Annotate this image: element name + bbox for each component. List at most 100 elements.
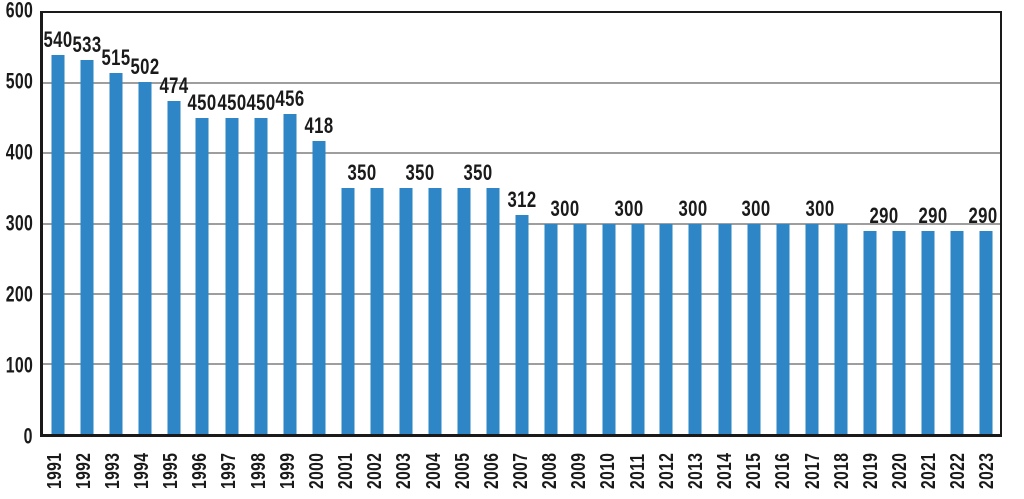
value-label: 290	[968, 202, 998, 228]
x-tick-1999: 1999	[276, 452, 299, 489]
bar-2022	[950, 230, 963, 434]
y-tick-300: 300	[5, 210, 33, 236]
value-label: 300	[550, 195, 580, 221]
x-tick-2023: 2023	[976, 452, 999, 489]
bar-2004	[428, 188, 441, 434]
x-tick-2002: 2002	[364, 452, 387, 489]
bar-2011	[631, 223, 644, 434]
value-label: 312	[506, 187, 537, 213]
bar-2016	[776, 223, 789, 434]
value-label: 474	[158, 73, 189, 99]
bar-2021	[921, 230, 934, 434]
x-tick-1996: 1996	[189, 452, 212, 489]
x-tick-1992: 1992	[72, 452, 95, 489]
x-tick-1993: 1993	[101, 452, 124, 489]
gridline-400	[43, 152, 1000, 155]
x-tick-2003: 2003	[393, 452, 416, 489]
x-tick-2022: 2022	[947, 452, 970, 489]
value-label: 533	[71, 32, 102, 58]
x-tick-2001: 2001	[335, 452, 358, 489]
bar-2006	[486, 188, 499, 434]
x-tick-2018: 2018	[830, 452, 853, 489]
x-tick-2004: 2004	[422, 452, 445, 489]
x-tick-2008: 2008	[539, 452, 562, 489]
x-tick-2010: 2010	[597, 452, 620, 489]
bar-2014	[718, 223, 731, 434]
x-axis: 1991 1992 1993 1994 1995 1996 1997 1998 1999 2000…	[40, 437, 1002, 499]
y-tick-600: 600	[5, 0, 33, 23]
bar-2002	[370, 188, 383, 434]
value-label: 456	[274, 86, 305, 112]
bar-2001	[341, 188, 354, 434]
x-tick-1997: 1997	[218, 452, 241, 489]
x-tick-2021: 2021	[918, 452, 941, 489]
x-tick-2014: 2014	[714, 452, 737, 489]
x-tick-2015: 2015	[743, 452, 766, 489]
bar-2017	[805, 223, 818, 434]
bar-1999	[283, 114, 296, 434]
y-axis: 0 100 200 300 400 500 600	[0, 0, 40, 447]
bar-2015	[747, 223, 760, 434]
bar-2023	[979, 230, 992, 434]
x-tick-1991: 1991	[43, 452, 66, 489]
value-label: 515	[100, 44, 131, 70]
x-tick-2019: 2019	[859, 452, 882, 489]
value-label: 450	[187, 90, 218, 116]
x-tick-1995: 1995	[160, 452, 183, 489]
value-label: 418	[303, 112, 334, 138]
value-label: 300	[614, 195, 644, 221]
y-tick-400: 400	[5, 139, 33, 165]
bar-1992	[80, 60, 93, 434]
x-tick-2020: 2020	[888, 452, 911, 489]
bar-1991	[51, 55, 64, 434]
y-tick-200: 200	[5, 281, 33, 307]
x-tick-2009: 2009	[568, 452, 591, 489]
value-label: 350	[405, 160, 435, 186]
x-tick-2013: 2013	[684, 452, 707, 489]
bar-2003	[399, 188, 412, 434]
value-label: 540	[42, 27, 73, 53]
bar-2000	[312, 140, 325, 434]
x-tick-2011: 2011	[626, 453, 649, 489]
value-label: 300	[678, 195, 708, 221]
value-label: 450	[245, 90, 276, 116]
bar-1996	[195, 118, 209, 434]
bar-1994	[138, 81, 151, 434]
bar-2012	[659, 223, 673, 434]
x-tick-1994: 1994	[131, 452, 154, 489]
x-tick-1998: 1998	[247, 452, 270, 489]
x-tick-2017: 2017	[801, 452, 824, 489]
bar-2007	[515, 215, 528, 434]
y-tick-0: 0	[23, 423, 33, 449]
value-label: 300	[741, 195, 771, 221]
x-tick-2000: 2000	[305, 452, 328, 489]
value-label: 450	[216, 90, 247, 116]
x-tick-2007: 2007	[510, 452, 532, 489]
bar-2020	[892, 230, 905, 434]
gridline-500	[43, 82, 1000, 85]
y-tick-100: 100	[5, 352, 33, 378]
x-tick-2005: 2005	[451, 452, 474, 489]
bar-2013	[688, 223, 702, 434]
value-label: 290	[918, 202, 948, 228]
bar-1993	[109, 72, 122, 434]
value-label: 502	[129, 53, 160, 79]
bar-2018	[834, 223, 847, 434]
bar-1998	[254, 118, 267, 434]
value-label: 350	[463, 160, 493, 186]
value-label: 290	[869, 202, 899, 228]
bar-2005	[457, 188, 470, 434]
bar-1997	[225, 118, 238, 434]
bar-2008	[544, 223, 557, 434]
value-label: 300	[805, 195, 835, 221]
y-tick-500: 500	[5, 68, 33, 94]
bar-2009	[573, 223, 586, 434]
x-tick-2006: 2006	[480, 452, 503, 489]
bar-2019	[863, 230, 876, 434]
x-tick-2012: 2012	[655, 452, 678, 489]
value-label: 350	[347, 160, 377, 186]
bar-2010	[602, 223, 615, 434]
x-tick-2016: 2016	[772, 452, 795, 489]
bar-1995	[167, 101, 180, 434]
